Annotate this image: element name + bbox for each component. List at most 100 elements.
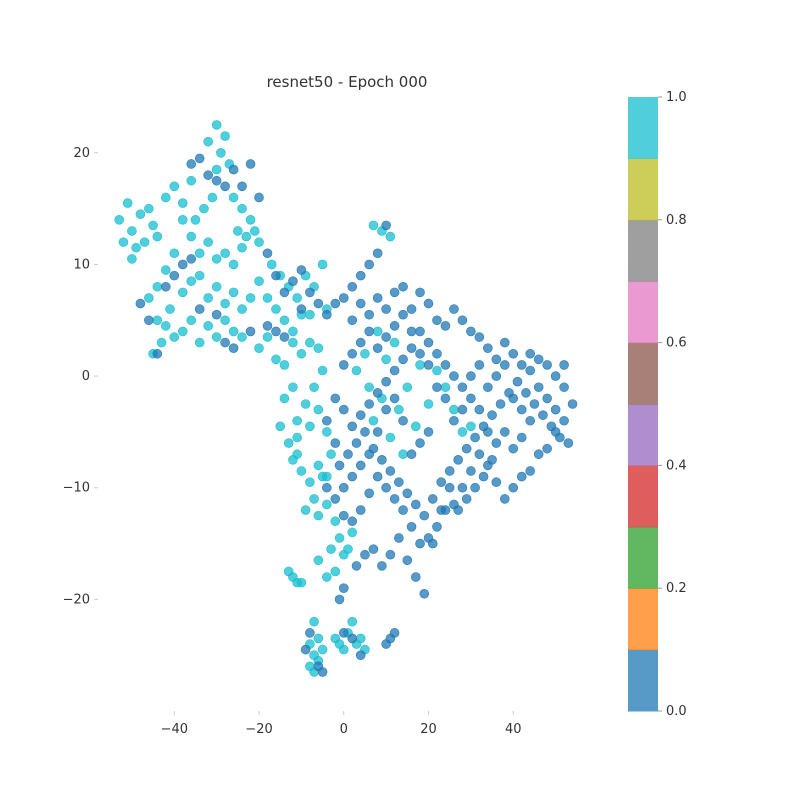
scatter-point [364,309,374,320]
scatter-point [203,293,213,303]
scatter-point [516,471,527,482]
scatter-point [483,382,493,393]
scatter-point [305,477,315,487]
scatter-point [499,494,510,504]
scatter-point [440,321,451,331]
scatter-point [203,321,213,331]
scatter-point [436,505,447,515]
scatter-point [525,348,536,359]
scatter-point [466,371,476,381]
scatter-point [228,343,239,353]
scatter-point [262,293,273,303]
scatter-point [275,421,286,432]
scatter-point [313,460,324,471]
scatter-point [309,382,319,393]
scatter-point [334,460,345,471]
scatter-point [466,326,476,337]
scatter-point [300,505,311,515]
scatter-point [305,628,315,638]
scatter-point [177,287,188,298]
scatter-point [406,449,417,460]
scatter-point [389,393,400,404]
scatter-point [330,298,341,309]
scatter-point [474,332,485,342]
x-tick-label: 40 [505,722,522,737]
scatter-points [114,120,578,677]
scatter-point [559,382,569,393]
scatter-point [360,549,370,560]
scatter-point [194,304,205,314]
scatter-point [211,120,222,130]
scatter-point [220,315,230,326]
scatter-point [398,354,408,365]
scatter-point [525,415,536,426]
scatter-point [423,337,434,348]
scatter-point [313,510,324,521]
scatter-point [394,533,404,543]
scatter-point [440,360,451,370]
colorbar-segment [628,219,658,282]
scatter-point [355,270,366,281]
scatter-point [211,164,222,175]
scatter-point [288,382,298,393]
scatter-point [207,192,218,203]
scatter-point [177,326,188,337]
scatter-point [364,449,374,460]
scatter-point [177,198,188,208]
scatter-point [169,270,180,281]
scatter-point [211,254,222,264]
scatter-point [309,616,319,627]
scatter-point [305,309,315,320]
scatter-point [423,298,434,309]
scatter-point [415,348,425,359]
scatter-point [296,265,307,275]
scatter-point [127,254,137,264]
scatter-point [262,332,273,342]
scatter-point [364,399,374,409]
x-axis: −40 −20 0 20 40 [161,711,522,737]
scatter-point [338,628,349,638]
scatter-point [313,555,324,566]
colorbar: 0.0 0.2 0.4 0.6 0.8 1.0 [628,90,687,719]
scatter-point [271,354,281,365]
scatter-point [542,393,552,404]
scatter-point [228,164,239,175]
scatter-point [317,644,328,655]
scatter-point [508,393,519,404]
scatter-point [326,449,336,460]
scatter-point [144,293,154,303]
scatter-point [457,404,468,415]
scatter-point [237,304,247,314]
scatter-point [160,321,171,331]
scatter-point [220,248,230,259]
scatter-point [300,399,311,409]
scatter-point [288,276,298,287]
scatter-point [254,237,264,247]
y-tick-label: −10 [63,481,90,496]
scatter-point [347,281,358,292]
scatter-point [381,304,391,314]
scatter-point [237,203,247,214]
colorbar-tick-label: 0.4 [666,458,687,473]
scatter-point [220,337,230,348]
scatter-point [169,181,180,192]
colorbar-segment [628,97,658,159]
scatter-point [262,248,273,259]
scatter-point [334,533,345,543]
scatter-point [415,438,425,448]
scatter-point [389,337,400,348]
scatter-point [338,404,349,415]
scatter-point [177,215,188,225]
scatter-point [156,337,167,348]
scatter-point [338,293,349,303]
scatter-point [385,432,396,443]
scatter-point [406,343,417,353]
colorbar-tick-label: 0.6 [666,336,687,351]
scatter-point [347,633,358,644]
scatter-point [228,287,239,298]
scatter-point [563,438,574,448]
scatter-point [279,393,290,404]
scatter-point [364,488,374,499]
scatter-point [322,499,332,510]
